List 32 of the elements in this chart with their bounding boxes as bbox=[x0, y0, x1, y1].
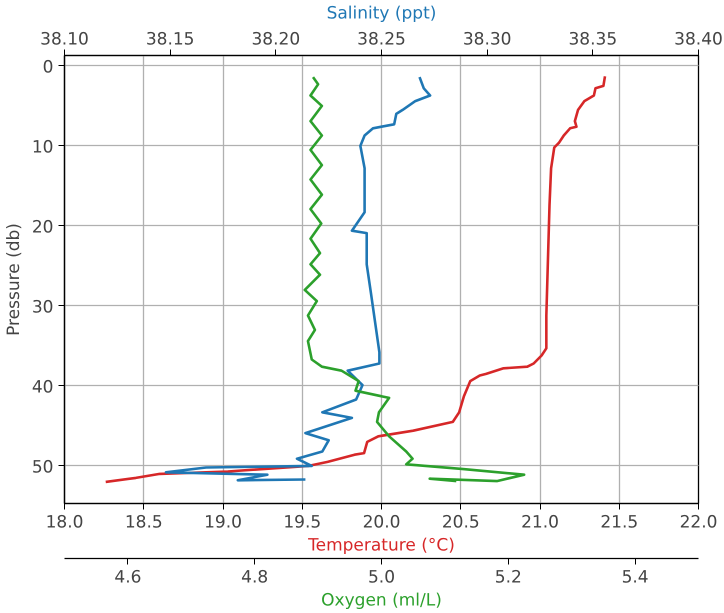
y-tick-label: 50 bbox=[32, 457, 54, 478]
y-tick-label: 20 bbox=[32, 217, 54, 238]
x-tick-label: 20.0 bbox=[362, 512, 400, 532]
y-tick-label: 40 bbox=[32, 377, 54, 398]
x-axis-title: Temperature (°C) bbox=[307, 536, 455, 556]
x2-tick-label: 38.40 bbox=[674, 30, 723, 50]
x-tick-label: 18.0 bbox=[46, 512, 84, 532]
x-tick-label: 18.5 bbox=[124, 512, 163, 532]
x-axis-title: Oxygen (ml/L) bbox=[321, 590, 442, 610]
x-tick-label: 5.0 bbox=[368, 568, 396, 588]
x2-tick-label: 38.25 bbox=[357, 30, 406, 50]
x2-tick-label: 38.15 bbox=[146, 30, 195, 50]
y-axis-title: Pressure (db) bbox=[4, 223, 24, 336]
y-tick-label: 0 bbox=[42, 57, 54, 78]
x2-tick-label: 38.10 bbox=[40, 30, 89, 50]
x-tick-label: 5.4 bbox=[622, 568, 649, 588]
x-tick-label: 19.5 bbox=[283, 512, 322, 532]
x2-tick-label: 38.30 bbox=[462, 30, 512, 50]
x-tick-label: 4.8 bbox=[241, 568, 268, 588]
y-tick-label: 10 bbox=[32, 137, 54, 158]
y-tick-label: 30 bbox=[32, 297, 54, 318]
x2-tick-label: 38.20 bbox=[252, 30, 300, 50]
x-tick-label: 22.0 bbox=[680, 512, 718, 532]
x-tick-label: 21.5 bbox=[600, 512, 638, 532]
x-tick-label: 4.6 bbox=[114, 568, 142, 588]
x2-tick-label: 38.35 bbox=[568, 30, 618, 50]
x-tick-label: 20.5 bbox=[442, 512, 480, 532]
line-series bbox=[104, 75, 606, 484]
x2-axis-title: Salinity (ppt) bbox=[326, 4, 436, 24]
x-tick-label: 19.0 bbox=[204, 512, 242, 532]
x-tick-label: 5.2 bbox=[494, 568, 522, 588]
x-tick-label: 21.0 bbox=[521, 512, 559, 532]
